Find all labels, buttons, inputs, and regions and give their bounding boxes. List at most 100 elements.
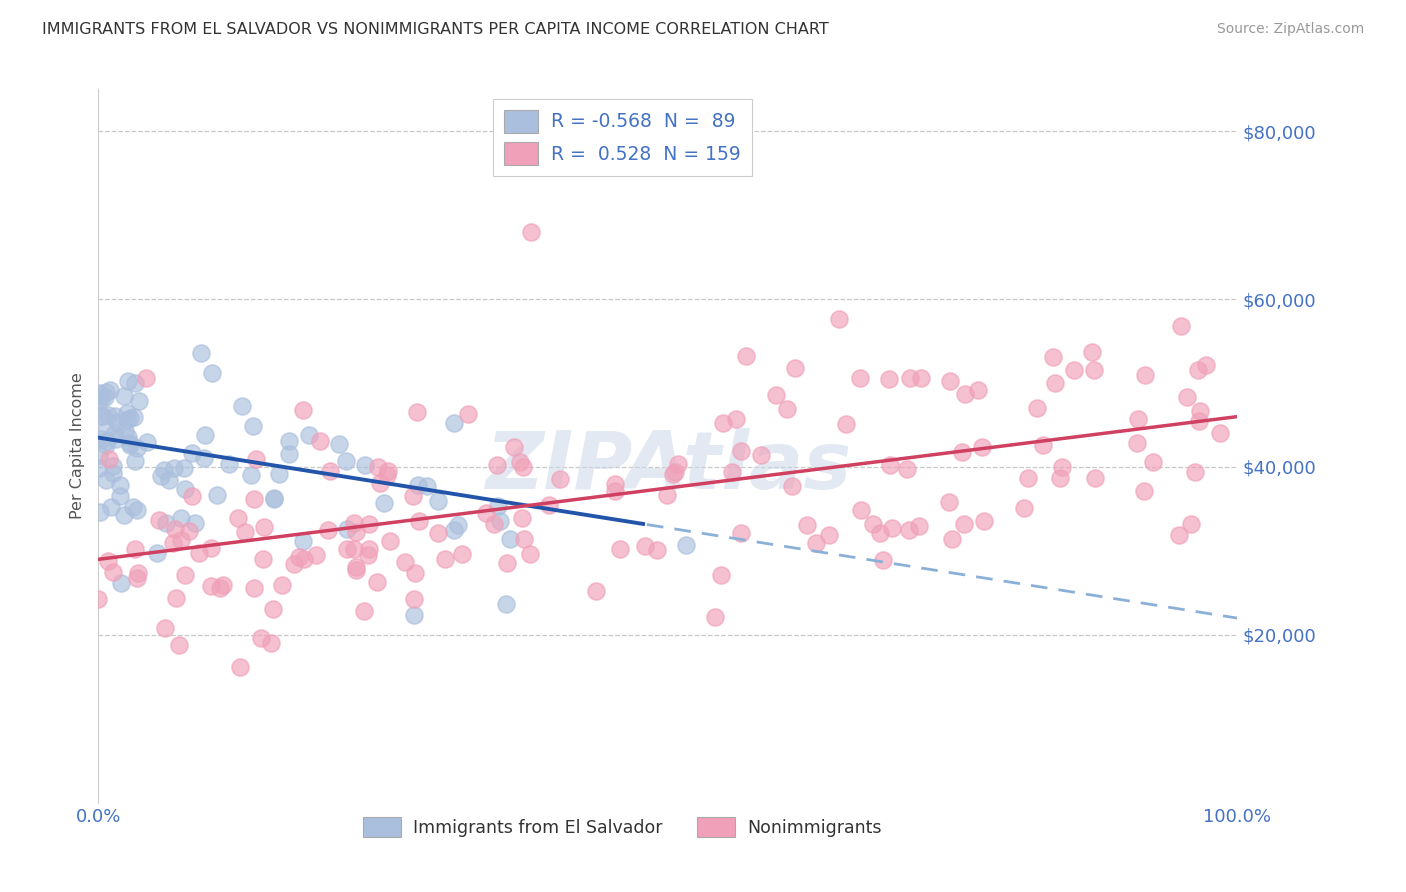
Point (128, 394, 150, 409)
Point (283, 557, 305, 571)
Point (173, 460, 195, 475)
Point (828, 311, 851, 326)
Point (308, 434, 330, 449)
Point (187, 546, 209, 560)
Point (1012, 500, 1035, 515)
Point (443, 416, 465, 430)
Point (208, 581, 231, 595)
Point (170, 511, 193, 525)
Point (328, 437, 350, 451)
Point (1128, 411, 1150, 425)
Point (112, 389, 135, 403)
Point (443, 523, 465, 537)
Point (346, 524, 368, 539)
Point (451, 547, 474, 561)
Point (1126, 435, 1149, 450)
Point (89, 505, 111, 519)
Point (94, 390, 117, 404)
Point (118, 438, 141, 452)
Point (173, 568, 195, 582)
Point (125, 441, 148, 455)
Point (512, 459, 534, 474)
Point (1050, 460, 1073, 475)
Point (485, 458, 508, 473)
Point (1017, 471, 1039, 485)
Point (87, 394, 110, 409)
Point (503, 440, 526, 454)
Point (1026, 401, 1049, 415)
Point (163, 461, 186, 475)
Point (415, 479, 437, 493)
Point (169, 638, 191, 652)
Point (725, 411, 748, 425)
Point (242, 491, 264, 506)
Point (122, 409, 145, 424)
Point (98, 451, 121, 466)
Point (267, 467, 290, 482)
Point (108, 489, 131, 503)
Point (356, 549, 378, 563)
Point (484, 517, 506, 532)
Point (404, 566, 426, 581)
Point (402, 489, 425, 503)
Point (239, 468, 262, 483)
Point (603, 476, 626, 491)
Point (91, 409, 114, 423)
Point (201, 367, 224, 381)
Point (908, 518, 931, 533)
Point (1081, 344, 1104, 359)
Point (765, 388, 787, 402)
Point (721, 465, 744, 479)
Point (96, 425, 118, 439)
Point (1188, 404, 1211, 418)
Point (953, 387, 976, 401)
Point (103, 565, 125, 579)
Point (89, 385, 111, 400)
Point (89, 409, 111, 423)
Point (89, 461, 111, 475)
Point (373, 495, 395, 509)
Point (869, 525, 891, 540)
Point (148, 513, 170, 527)
Point (252, 520, 274, 534)
Point (835, 417, 858, 432)
Point (242, 581, 264, 595)
Point (316, 523, 339, 537)
Point (645, 543, 668, 558)
Point (402, 608, 425, 623)
Point (319, 464, 342, 478)
Point (97, 408, 120, 422)
Point (271, 578, 294, 592)
Point (427, 526, 450, 541)
Point (368, 476, 391, 491)
Point (804, 535, 827, 549)
Point (776, 402, 799, 417)
Point (1132, 483, 1154, 498)
Point (872, 553, 894, 567)
Point (938, 495, 960, 509)
Point (735, 349, 758, 363)
Point (585, 583, 607, 598)
Point (174, 482, 197, 496)
Point (785, 361, 807, 376)
Point (117, 430, 139, 444)
Point (242, 418, 264, 433)
Point (122, 500, 145, 514)
Text: ZIPAtlas: ZIPAtlas (485, 428, 851, 507)
Point (849, 503, 872, 517)
Point (184, 516, 207, 530)
Point (212, 577, 235, 591)
Text: Source: ZipAtlas.com: Source: ZipAtlas.com (1216, 22, 1364, 37)
Point (124, 541, 146, 556)
Point (1049, 471, 1071, 485)
Point (1184, 465, 1206, 479)
Point (145, 546, 167, 560)
Point (818, 528, 841, 542)
Point (260, 636, 283, 650)
Point (135, 371, 157, 385)
Point (367, 459, 389, 474)
Point (495, 556, 517, 570)
Point (513, 533, 536, 547)
Point (336, 522, 359, 536)
Point (796, 517, 818, 532)
